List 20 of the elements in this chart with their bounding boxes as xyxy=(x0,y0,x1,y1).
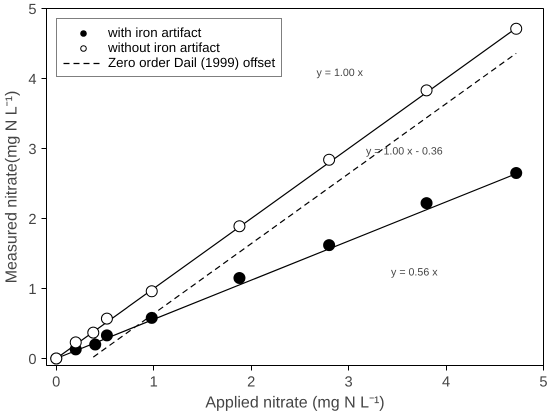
x-tick-label: 1 xyxy=(150,374,158,390)
y-tick-label: 2 xyxy=(28,212,37,228)
annotation: y = 1.00 x - 0.36 xyxy=(366,145,443,158)
y-tick-label: 1 xyxy=(28,282,37,298)
x-tick-label: 4 xyxy=(442,374,450,390)
legend-label: without iron artifact xyxy=(108,40,220,55)
y-tick-label: 4 xyxy=(28,72,37,88)
y-tick-label: 5 xyxy=(28,2,37,18)
x-axis-title: Applied nitrate (mg N L⁻¹) xyxy=(205,394,385,412)
x-tick-label: 0 xyxy=(52,374,60,390)
y-tick-label: 3 xyxy=(28,142,37,158)
x-tick-label: 5 xyxy=(539,374,548,390)
annotation: y = 0.56 x xyxy=(391,266,438,279)
y-tick-label: 0 xyxy=(28,352,37,368)
x-tick-label: 3 xyxy=(344,374,353,390)
annotation: y = 1.00 x xyxy=(316,66,364,79)
y-axis-title: Measured nitrate(mg N L⁻¹) xyxy=(3,90,20,284)
x-tick-label: 2 xyxy=(247,374,256,390)
legend-label: with iron artifact xyxy=(108,25,202,40)
legend-label: Zero order Dail (1999) offset xyxy=(108,55,276,70)
